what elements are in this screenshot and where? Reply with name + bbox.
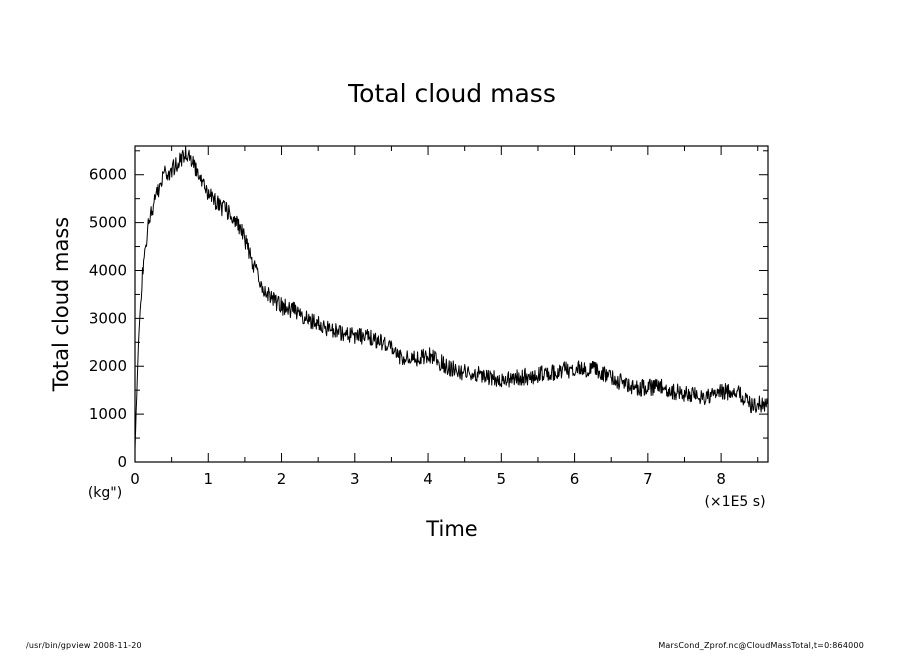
x-tick-label: 7 — [643, 470, 653, 488]
x-axis-tick-labels: 0 1 2 3 4 5 6 7 8 — [130, 470, 726, 488]
footer-source: MarsCond_Zprof.nc@CloudMassTotal,t=0:864… — [658, 641, 864, 650]
x-axis-label: Time — [425, 517, 477, 541]
x-tick-label: 5 — [497, 470, 507, 488]
y-tick-label: 5000 — [89, 214, 127, 232]
y-tick-label: 3000 — [89, 309, 127, 327]
y-tick-label: 2000 — [89, 357, 127, 375]
y-tick-label: 1000 — [89, 405, 127, 423]
y-axis-unit: (kg") — [88, 485, 122, 501]
y-tick-label: 4000 — [89, 261, 127, 279]
y-tick-label: 6000 — [89, 166, 127, 184]
chart-title: Total cloud mass — [347, 79, 556, 108]
x-tick-label: 0 — [130, 470, 140, 488]
y-axis-tick-labels: 0 1000 2000 3000 4000 5000 6000 — [89, 166, 127, 471]
y-axis-label: Total cloud mass — [49, 217, 73, 392]
x-tick-label: 2 — [277, 470, 287, 488]
x-tick-label: 1 — [203, 470, 213, 488]
x-axis-unit: (×1E5 s) — [704, 494, 765, 510]
series-line-total-cloud-mass — [134, 145, 769, 449]
footer-command: /usr/bin/gpview 2008-11-20 — [26, 641, 142, 650]
x-axis-ticks — [134, 146, 759, 462]
x-tick-label: 6 — [570, 470, 580, 488]
plot-frame — [134, 145, 769, 463]
x-tick-label: 8 — [716, 470, 726, 488]
y-tick-label: 0 — [117, 453, 127, 471]
y-axis-ticks — [135, 150, 768, 463]
x-tick-label: 4 — [423, 470, 433, 488]
x-tick-label: 3 — [350, 470, 360, 488]
